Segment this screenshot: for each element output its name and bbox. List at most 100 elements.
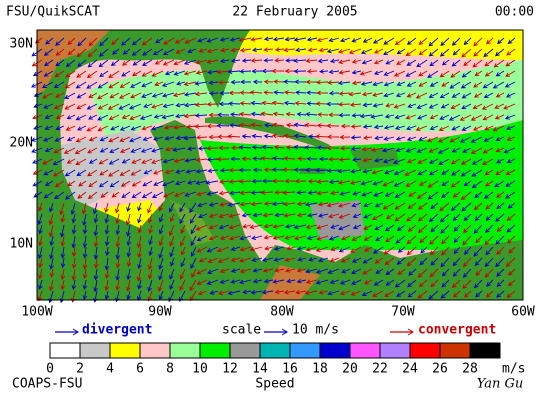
wind-arrow — [328, 235, 340, 241]
wind-arrow — [37, 290, 43, 302]
wind-arrow — [494, 180, 505, 188]
wind-arrow — [495, 213, 505, 222]
wind-arrow — [406, 59, 417, 66]
wind-arrow — [218, 101, 230, 107]
colorbar-swatch — [259, 342, 291, 359]
wind-arrow — [505, 180, 516, 187]
wind-arrow — [155, 37, 164, 44]
wind-arrow — [474, 257, 483, 267]
wind-arrow — [470, 136, 483, 143]
wind-arrow — [316, 179, 329, 184]
wind-arrow — [114, 202, 120, 214]
wind-arrow — [461, 202, 472, 212]
wind-arrow — [164, 70, 175, 76]
wind-arrow — [485, 246, 494, 256]
wind-arrow — [340, 37, 351, 43]
wind-arrow — [484, 268, 494, 278]
wind-arrow — [441, 81, 450, 87]
wind-arrow — [338, 157, 351, 162]
wind-arrow — [165, 146, 175, 152]
wind-arrow — [158, 213, 164, 223]
wind-arrow — [351, 80, 362, 86]
wind-arrow — [207, 168, 219, 174]
wind-arrow — [274, 58, 285, 63]
wind-arrow — [197, 37, 208, 43]
wind-arrow — [473, 279, 483, 289]
wind-arrow — [154, 81, 164, 87]
wind-arrow — [43, 70, 54, 77]
wind-arrow — [429, 125, 439, 131]
wind-arrow — [185, 169, 197, 174]
wind-arrow — [481, 103, 494, 110]
wind-arrow — [452, 268, 461, 277]
wind-arrow — [473, 224, 483, 234]
wind-arrow — [219, 37, 230, 42]
wind-arrow — [45, 37, 54, 45]
wind-arrow — [372, 37, 384, 44]
wind-arrow — [131, 191, 142, 199]
lon-label: 90W — [148, 305, 172, 320]
wind-arrow — [306, 101, 318, 106]
wind-arrow — [239, 201, 252, 207]
wind-arrow — [104, 257, 110, 271]
wind-arrow — [241, 134, 252, 139]
wind-arrow — [338, 213, 351, 219]
wind-arrow — [449, 136, 461, 143]
wind-arrow — [284, 36, 296, 42]
wind-arrow — [239, 257, 252, 263]
wind-arrow — [293, 68, 307, 74]
wind-arrow — [67, 48, 76, 56]
wind-arrow — [395, 92, 406, 98]
wind-arrow — [229, 112, 241, 117]
wind-arrow — [158, 202, 164, 212]
wind-arrow — [186, 124, 197, 129]
wind-arrow — [142, 180, 153, 187]
wind-arrow — [196, 279, 208, 285]
wind-arrow — [86, 81, 98, 89]
wind-arrow — [437, 136, 450, 143]
wind-arrow — [417, 158, 428, 164]
wind-arrow — [308, 257, 318, 262]
wind-arrow — [131, 180, 142, 187]
wind-arrow — [136, 268, 142, 282]
wind-arrow — [396, 257, 406, 265]
wind-arrow — [60, 213, 66, 223]
wind-arrow — [263, 79, 274, 85]
wind-arrow — [206, 279, 219, 285]
wind-arrow — [76, 92, 87, 99]
wind-arrow — [497, 37, 505, 45]
wind-arrow — [104, 290, 110, 300]
wind-arrow — [448, 114, 461, 121]
wind-arrow — [475, 268, 483, 276]
wind-arrow — [484, 70, 494, 77]
wind-arrow — [44, 125, 54, 130]
wind-arrow — [384, 113, 395, 119]
wind-arrow — [140, 147, 153, 153]
wind-arrow — [405, 114, 417, 120]
wind-arrow — [383, 246, 395, 255]
wind-arrow — [483, 136, 494, 142]
wind-arrow — [451, 147, 461, 153]
wind-arrow — [383, 136, 395, 141]
wind-arrow — [130, 169, 142, 176]
wind-arrow — [184, 158, 197, 163]
wind-arrow — [49, 257, 54, 270]
wind-arrow — [394, 213, 406, 222]
wind-arrow — [126, 235, 132, 247]
wind-arrow — [463, 224, 472, 234]
wind-arrow — [508, 279, 516, 287]
wind-arrow — [97, 103, 109, 110]
wind-arrow — [77, 37, 87, 47]
wind-arrow — [305, 224, 318, 230]
wind-arrow — [362, 257, 373, 264]
wind-arrow — [77, 59, 87, 67]
wind-arrow — [129, 114, 142, 121]
wind-arrow — [184, 102, 197, 108]
wind-arrow — [163, 37, 175, 45]
wind-arrow — [271, 100, 285, 106]
wind-arrow — [274, 212, 285, 218]
wind-arrow — [505, 59, 516, 67]
wind-arrow — [318, 47, 329, 53]
wind-arrow — [503, 103, 516, 110]
wind-arrow — [318, 257, 329, 263]
